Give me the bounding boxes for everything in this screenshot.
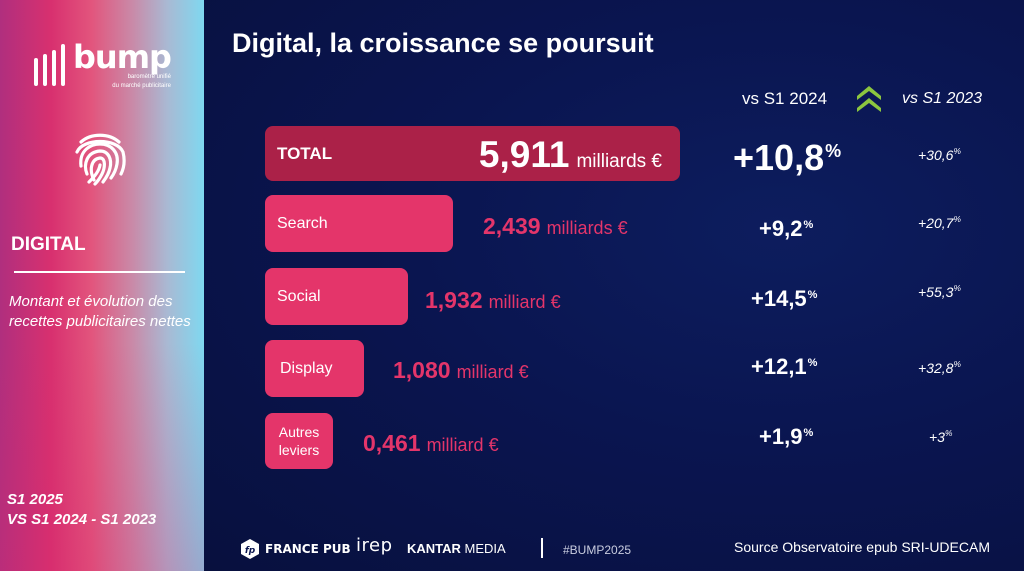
logo-word: bump bbox=[73, 38, 172, 76]
total-unit: milliards € bbox=[576, 151, 662, 172]
page-title: Digital, la croissance se poursuit bbox=[232, 28, 654, 58]
total-amount: 5,911 milliards € bbox=[479, 134, 662, 176]
pct-sign: % bbox=[807, 288, 818, 301]
logo-bars-icon bbox=[34, 44, 65, 86]
column-header-vs-2023: vs S1 2023 bbox=[902, 90, 983, 107]
france-pub-icon: fp bbox=[241, 539, 259, 559]
social-vs-2023: +55,3% bbox=[918, 283, 961, 300]
row-label: Display bbox=[280, 359, 333, 377]
search-amount: 2,439 milliards € bbox=[483, 213, 628, 240]
amount-value: 0,461 bbox=[363, 430, 421, 456]
pct-sign: % bbox=[953, 359, 961, 369]
pct-value: +1,9 bbox=[759, 424, 803, 449]
period-label: S1 2025 VS S1 2024 - S1 2023 bbox=[7, 490, 156, 530]
pct-sign: % bbox=[953, 283, 961, 293]
kantar-light: MEDIA bbox=[460, 541, 506, 556]
pct-sign: % bbox=[953, 146, 961, 156]
pct-sign: % bbox=[803, 218, 814, 231]
section-title: DIGITAL bbox=[11, 234, 86, 255]
period-line-2: VS S1 2024 - S1 2023 bbox=[7, 511, 157, 528]
amount-unit: milliard € bbox=[456, 362, 529, 382]
fingerprint-icon bbox=[75, 133, 126, 186]
search-vs-2024: +9,2% bbox=[759, 216, 813, 242]
period-line-1: S1 2025 bbox=[7, 491, 63, 508]
france-pub-label: FRANCE PUB bbox=[265, 542, 351, 556]
pct-sign: % bbox=[825, 140, 842, 161]
pct-sign: % bbox=[803, 426, 814, 439]
pct-value: +3 bbox=[929, 428, 945, 445]
autres-leviers-amount: 0,461 milliard € bbox=[363, 430, 499, 457]
pct-value: +20,7 bbox=[918, 214, 954, 231]
row-label: TOTAL bbox=[277, 143, 333, 163]
irep-logo: irep bbox=[356, 535, 393, 556]
section-divider bbox=[14, 271, 185, 273]
autres-leviers-vs-2023: +3% bbox=[929, 428, 952, 445]
france-pub-logo: fp FRANCE PUB bbox=[241, 539, 351, 559]
hashtag: #BUMP2025 bbox=[563, 543, 632, 557]
pct-value: +12,1 bbox=[751, 354, 807, 379]
total-vs-2023: +30,6% bbox=[918, 146, 961, 163]
display-bar: Display bbox=[265, 340, 364, 397]
logo-subtitle-2: du marché publicitaire bbox=[112, 83, 171, 89]
double-chevron-up-icon bbox=[857, 86, 881, 112]
social-vs-2024: +14,5% bbox=[751, 286, 817, 312]
amount-value: 1,080 bbox=[393, 357, 451, 383]
amount-value: 2,439 bbox=[483, 213, 541, 239]
column-header-vs-2024: vs S1 2024 bbox=[742, 89, 828, 108]
row-label: Social bbox=[277, 287, 321, 305]
kantar-bold: KANTAR bbox=[407, 541, 461, 556]
social-amount: 1,932 milliard € bbox=[425, 287, 561, 314]
pct-value: +55,3 bbox=[918, 283, 954, 300]
bump-logo: bump baromètre unifié du marché publicit… bbox=[34, 38, 172, 90]
footer-divider bbox=[541, 538, 543, 558]
pct-sign: % bbox=[953, 214, 961, 224]
display-vs-2023: +32,8% bbox=[918, 359, 961, 376]
search-bar: Search bbox=[265, 195, 453, 252]
display-amount: 1,080 milliard € bbox=[393, 357, 529, 384]
amount-value: 1,932 bbox=[425, 287, 483, 313]
source-note: Source Observatoire epub SRI-UDECAM bbox=[734, 539, 990, 555]
pct-value: +30,6 bbox=[918, 146, 954, 163]
amount-unit: milliard € bbox=[488, 292, 561, 312]
social-bar: Social bbox=[265, 268, 408, 325]
row-label-line-2: leviers bbox=[278, 442, 320, 458]
total-vs-2024: +10,8% bbox=[733, 137, 841, 179]
pct-value: +10,8 bbox=[733, 137, 825, 178]
svg-text:fp: fp bbox=[245, 546, 256, 556]
display-vs-2024: +12,1% bbox=[751, 354, 817, 380]
total-bar: TOTAL 5,911 milliards € bbox=[265, 126, 680, 181]
row-label: Search bbox=[277, 214, 328, 232]
sidebar: bump baromètre unifié du marché publicit… bbox=[0, 0, 204, 571]
section-description: Montant et évolution des recettes public… bbox=[9, 293, 191, 330]
autres-leviers-vs-2024: +1,9% bbox=[759, 424, 813, 450]
logo-subtitle-1: baromètre unifié bbox=[127, 74, 171, 80]
pct-sign: % bbox=[807, 356, 818, 369]
autres-leviers-bar: Autres leviers bbox=[265, 413, 333, 469]
pct-value: +14,5 bbox=[751, 286, 807, 311]
pct-value: +32,8 bbox=[918, 359, 954, 376]
amount-unit: milliard € bbox=[426, 435, 499, 455]
amount-unit: milliards € bbox=[546, 218, 628, 238]
row-label: Autres leviers bbox=[279, 423, 319, 459]
row-label-line-1: Autres bbox=[278, 424, 320, 440]
pct-value: +9,2 bbox=[759, 216, 803, 241]
total-value: 5,911 bbox=[478, 134, 570, 175]
pct-sign: % bbox=[944, 428, 953, 438]
search-vs-2023: +20,7% bbox=[918, 214, 961, 231]
kantar-media-logo: KANTAR MEDIA bbox=[407, 541, 506, 556]
